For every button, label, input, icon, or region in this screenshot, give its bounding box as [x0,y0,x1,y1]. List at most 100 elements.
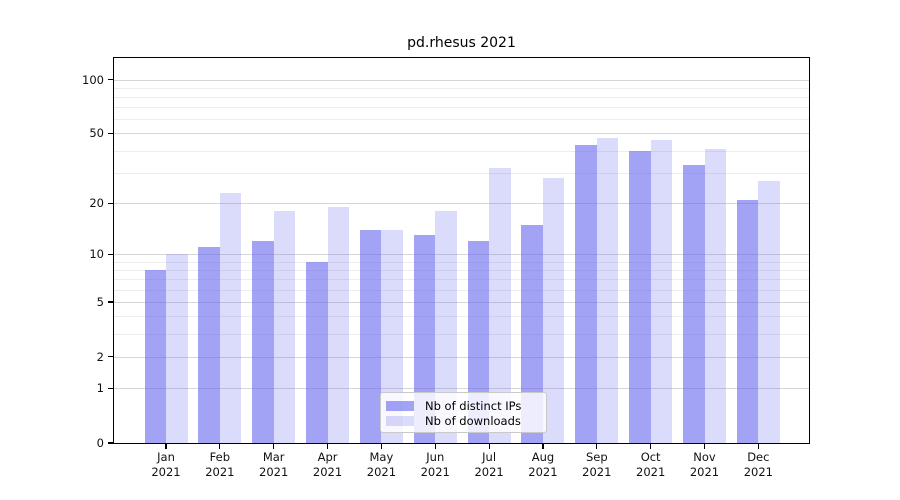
x-tick-year: 2021 [582,465,612,479]
x-tick-label: Mar 2021 [242,450,306,480]
bar-downloads [704,148,726,443]
bar-downloads [273,211,296,443]
y-tick-mark [108,253,114,255]
x-tick-month: Feb [209,450,231,464]
y-tick-label: 0 [96,436,104,450]
x-tick-year: 2021 [205,465,235,479]
minor-gridline [114,316,809,318]
bar-distinct-ips [198,247,220,443]
major-gridline [114,388,809,390]
minor-gridline [114,97,809,99]
major-gridline [114,356,809,358]
x-tick-month: Aug [531,450,555,464]
x-tick-label: Sep 2021 [565,450,629,480]
legend-swatch-downloads [386,415,414,426]
legend-swatch-distinct-ips [386,400,414,411]
bar-downloads [650,139,673,443]
bar-downloads [381,229,403,443]
x-tick-year: 2021 [259,465,289,479]
minor-gridline [114,279,809,281]
x-tick-month: May [369,450,394,464]
bar-distinct-ips [144,270,166,443]
bar-distinct-ips [575,145,597,443]
y-tick-label: 20 [89,196,104,211]
legend-label-downloads: Nb of downloads [425,413,521,428]
legend-label-distinct-ips: Nb of distinct IPs [425,398,522,413]
x-tick-mark [703,443,706,449]
x-tick-month: Nov [693,450,716,464]
y-tick-mark [108,301,114,303]
x-tick-label: Jul 2021 [457,450,521,480]
x-tick-mark [219,443,221,449]
x-tick-label: Jun 2021 [403,450,467,480]
y-tick-label: 100 [82,72,104,87]
major-gridline [114,133,809,135]
x-tick-label: Jan 2021 [134,450,198,480]
x-tick-year: 2021 [420,465,450,479]
x-tick-mark [326,443,329,449]
y-tick-mark [108,442,114,444]
x-tick-month: Jun [426,450,445,464]
x-tick-year: 2021 [689,465,720,479]
y-tick-mark [108,355,114,358]
x-tick-year: 2021 [636,465,666,479]
x-tick-mark [434,443,436,449]
x-tick-label: Feb 2021 [188,450,252,480]
x-tick-mark [380,443,382,449]
bar-downloads [542,177,565,443]
chart-title: pd.rhesus 2021 [407,35,516,51]
x-tick-mark [650,443,652,449]
major-gridline [114,79,809,81]
y-tick-mark [108,132,114,135]
bar-distinct-ips [629,150,651,443]
x-tick-month: Oct [640,450,661,464]
plot-area [114,58,809,443]
y-tick-mark [108,202,114,204]
x-tick-month: Jul [482,450,497,464]
y-tick-mark [108,387,114,390]
minor-gridline [114,333,809,335]
x-tick-mark [165,443,167,449]
minor-gridline [114,87,809,89]
minor-gridline [114,150,809,152]
bar-distinct-ips [413,235,436,443]
x-tick-label: Nov 2021 [673,450,737,480]
x-tick-month: Mar [262,450,285,464]
x-tick-year: 2021 [743,465,773,479]
bar-downloads [489,167,511,443]
legend: Nb of distinct IPs Nb of downloads [380,392,547,433]
x-tick-mark [488,443,490,449]
x-tick-label: May 2021 [349,450,413,480]
bar-distinct-ips [359,229,382,443]
y-tick-label: 50 [89,126,104,141]
bar-downloads [435,211,457,443]
x-tick-month: Sep [585,450,608,464]
x-tick-year: 2021 [528,465,558,479]
bar-downloads [219,192,242,443]
minor-gridline [114,119,809,121]
minor-gridline [114,172,809,174]
x-tick-label: Apr 2021 [296,450,360,480]
bar-downloads [166,254,188,443]
bar-downloads [596,138,619,443]
y-tick-label: 5 [96,294,104,309]
legend-item-distinct-ips: Nb of distinct IPs [386,398,537,413]
y-tick-mark [108,79,114,81]
x-tick-mark [757,443,759,449]
x-tick-year: 2021 [474,465,504,479]
major-gridline [114,203,809,205]
x-tick-year: 2021 [366,465,397,479]
bar-distinct-ips [252,241,274,443]
bar-distinct-ips [736,199,759,443]
y-tick-label: 1 [96,381,104,396]
x-tick-month: Jan [157,450,175,464]
x-tick-mark [542,443,544,449]
x-tick-mark [273,443,275,449]
major-gridline [114,254,809,256]
bar-downloads [327,207,350,443]
x-tick-label: Aug 2021 [511,450,575,480]
y-tick-label: 10 [89,247,104,262]
x-tick-label: Dec 2021 [726,450,790,480]
bar-downloads [758,180,780,443]
